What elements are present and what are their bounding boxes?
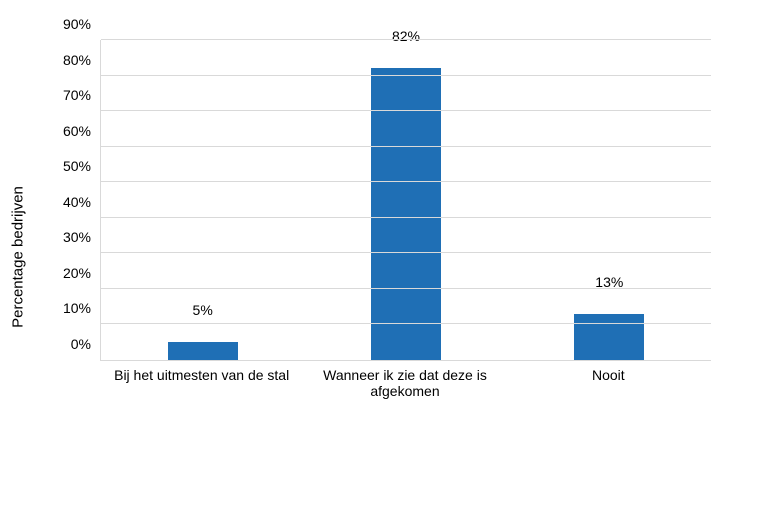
bar: 13% [574, 314, 644, 360]
grid-line [101, 181, 711, 182]
bar: 82% [371, 68, 441, 360]
bar-slot: 13% [508, 40, 711, 360]
bars-layer: 5% 82% 13% [101, 40, 711, 360]
bar-chart: Percentage bedrijven 5% 82% 13% 0% 10% 20% 30… [0, 0, 770, 513]
bar: 5% [168, 342, 238, 360]
grid-line [101, 217, 711, 218]
bar-value-label: 5% [193, 302, 213, 322]
x-tick-label: Nooit [507, 367, 710, 383]
y-tick-label: 60% [63, 123, 91, 139]
grid-line [101, 252, 711, 253]
grid-line [101, 323, 711, 324]
y-axis-label: Percentage bedrijven [10, 186, 27, 328]
y-tick-label: 20% [63, 265, 91, 281]
x-tick-label: Wanneer ik zie dat deze is afgekomen [303, 367, 506, 399]
y-tick-label: 10% [63, 300, 91, 316]
y-tick-label: 70% [63, 87, 91, 103]
grid-line [101, 288, 711, 289]
bar-value-label: 13% [595, 274, 623, 294]
y-tick-label: 0% [71, 336, 91, 352]
y-tick-label: 90% [63, 16, 91, 32]
grid-line [101, 110, 711, 111]
plot-area: 5%82%13% 0%10%20%30%40%50%60%70%80%90% [100, 40, 711, 361]
y-tick-label: 40% [63, 194, 91, 210]
y-tick-label: 50% [63, 158, 91, 174]
x-tick-label: Bij het uitmesten van de stal [100, 367, 303, 383]
bar-slot: 5% [101, 40, 304, 360]
grid-line [101, 75, 711, 76]
y-tick-label: 80% [63, 52, 91, 68]
x-axis-labels: Bij het uitmesten van de stalWanneer ik … [100, 367, 710, 417]
grid-line [101, 39, 711, 40]
grid-line [101, 146, 711, 147]
y-tick-label: 30% [63, 229, 91, 245]
bar-slot: 82% [304, 40, 507, 360]
